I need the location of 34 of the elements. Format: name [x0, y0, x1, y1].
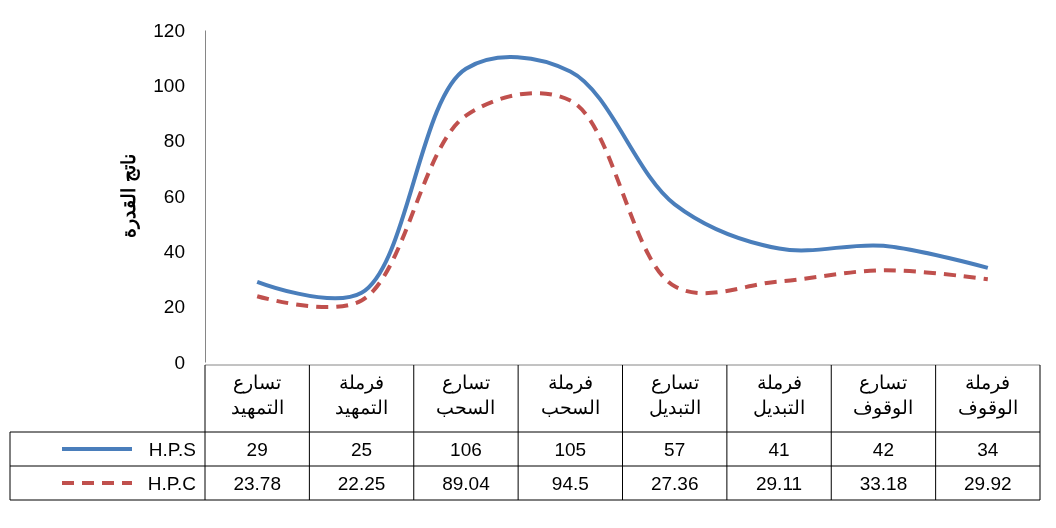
- y-tick-label: 0: [174, 351, 185, 373]
- data-label: 29.92: [964, 473, 1012, 494]
- data-label: 89.04: [442, 473, 491, 494]
- x-tick-label: فرملة التبديل: [753, 372, 806, 418]
- x-tick-label: تسارع التبديل: [648, 372, 701, 418]
- y-tick-label: 80: [163, 130, 185, 152]
- x-tick-label: فرملة الوقوف: [957, 372, 1018, 419]
- y-tick-label: 40: [163, 240, 185, 262]
- data-label: 29.11: [755, 473, 803, 494]
- data-label: 34: [977, 439, 999, 460]
- x-tick-label: تسارع التمهيد: [230, 372, 284, 419]
- data-label: 25: [350, 439, 373, 460]
- y-tick-label: 120: [153, 19, 185, 41]
- data-label: 33.18: [859, 473, 908, 494]
- legend-label: H.P.S: [148, 439, 196, 460]
- x-tick-label: تسارع السحب: [436, 372, 496, 418]
- y-tick-label: 20: [163, 296, 185, 318]
- data-label: 105: [554, 439, 587, 460]
- y-tick-label: 100: [153, 74, 185, 96]
- y-axis-title: ناتج القدرة: [118, 154, 140, 238]
- data-label: 57: [664, 439, 686, 460]
- y-tick-label: 60: [163, 185, 185, 207]
- data-label: 22.25: [337, 473, 386, 494]
- x-tick-label: تسارع الوقوف: [853, 372, 914, 419]
- data-label: 27.36: [650, 473, 699, 494]
- x-tick-label: فرملة التمهيد: [335, 372, 389, 419]
- data-label: 23.78: [233, 473, 281, 494]
- data-label: 94.5: [551, 473, 589, 494]
- data-label: 106: [450, 439, 482, 460]
- x-tick-label: فرملة السحب: [540, 372, 600, 418]
- data-label: 41: [768, 439, 790, 460]
- legend-label: H.P.C: [147, 473, 196, 494]
- data-label: 29: [246, 439, 268, 460]
- data-label: 42: [872, 439, 895, 460]
